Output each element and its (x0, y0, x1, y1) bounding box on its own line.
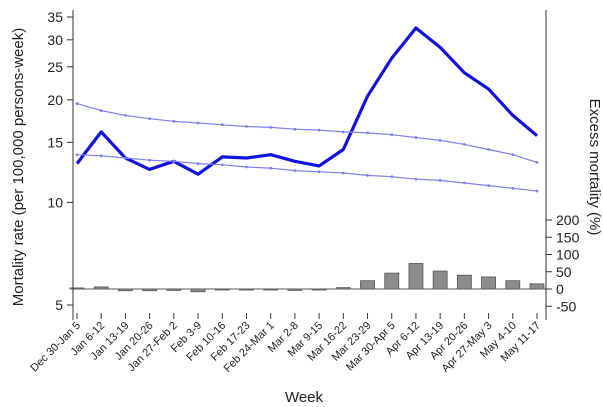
expected-bound-line (76, 103, 538, 163)
bound-point (75, 102, 79, 105)
bound-point (341, 130, 345, 134)
bound-point (245, 165, 248, 169)
excess-bar (190, 288, 206, 293)
bound-point (196, 121, 200, 125)
bar-series (69, 263, 546, 293)
observed-rate-line (75, 26, 539, 176)
bound-point (414, 177, 418, 181)
bound-point (220, 123, 224, 127)
expected-bound-line (76, 154, 538, 192)
bound-point (390, 133, 394, 137)
bound-point (487, 148, 490, 151)
bound-point (245, 125, 248, 128)
excess-bar (239, 288, 254, 291)
bound-point (366, 174, 369, 177)
bound-point (438, 179, 442, 182)
bound-point (511, 153, 515, 157)
y-axis-title: Mortality rate (per 100,000 persons-week… (10, 28, 27, 306)
excess-bar (408, 263, 424, 290)
excess-bar (263, 288, 279, 291)
y-tick-label: 30 (47, 32, 63, 48)
y-tick-label: 10 (47, 194, 63, 210)
x-axis-title: Week (285, 389, 324, 406)
bound-point (269, 166, 273, 170)
bound-point (438, 139, 442, 142)
line-series (75, 26, 539, 193)
y2-tick-label: 50 (556, 264, 572, 280)
bound-point (269, 126, 273, 129)
excess-bar (360, 280, 375, 290)
y2-tick-label: 0 (556, 281, 564, 297)
left-y-ticks: 5 10 15 20 25 30 35 (47, 9, 73, 313)
excess-bar (335, 287, 351, 290)
excess-bar (529, 283, 545, 290)
excess-bar (432, 270, 448, 290)
bound-point (317, 128, 321, 132)
y-tick-label: 25 (47, 59, 63, 75)
y-tick-label: 20 (47, 92, 63, 108)
excess-bar (384, 272, 400, 290)
bound-point (462, 142, 466, 146)
bound-point (148, 158, 152, 162)
y-tick-label: 5 (55, 297, 63, 313)
bound-point (172, 119, 176, 123)
bound-point (148, 117, 152, 121)
excess-bar (166, 288, 182, 291)
y2-tick-label: 150 (556, 229, 580, 245)
bound-point (487, 184, 490, 188)
excess-bar (456, 274, 472, 290)
bound-point (99, 109, 103, 112)
bound-point (390, 175, 394, 179)
excess-bar (69, 287, 85, 290)
bound-point (535, 161, 539, 164)
bound-point (220, 163, 224, 167)
excess-bar (287, 288, 303, 291)
y2-axis-title: Excess mortality (%) (586, 99, 603, 236)
excess-bar (481, 276, 496, 290)
bound-point (366, 131, 369, 135)
bound-point (124, 156, 127, 160)
y-tick-label: 35 (47, 9, 63, 25)
bound-point (196, 162, 200, 165)
bound-point (75, 153, 79, 157)
bound-point (511, 186, 515, 190)
excess-bar (214, 288, 230, 291)
y-tick-label: 15 (47, 134, 63, 150)
bound-point (414, 136, 418, 139)
bound-point (317, 170, 321, 174)
bound-point (535, 189, 539, 193)
excess-bar (505, 280, 521, 290)
y2-tick-label: -50 (556, 298, 576, 314)
bound-point (124, 114, 127, 117)
y2-tick-label: 100 (556, 247, 580, 263)
bound-point (293, 169, 297, 172)
excess-bar (93, 286, 109, 290)
bound-point (172, 159, 176, 163)
excess-bar (118, 288, 133, 292)
bound-point (99, 154, 103, 158)
bound-point (293, 127, 297, 131)
bound-point (341, 171, 345, 175)
excess-bar (311, 288, 327, 291)
bound-point (462, 181, 466, 185)
axes (72, 10, 547, 320)
y2-tick-label: 200 (556, 212, 580, 228)
excess-bar (142, 288, 158, 292)
